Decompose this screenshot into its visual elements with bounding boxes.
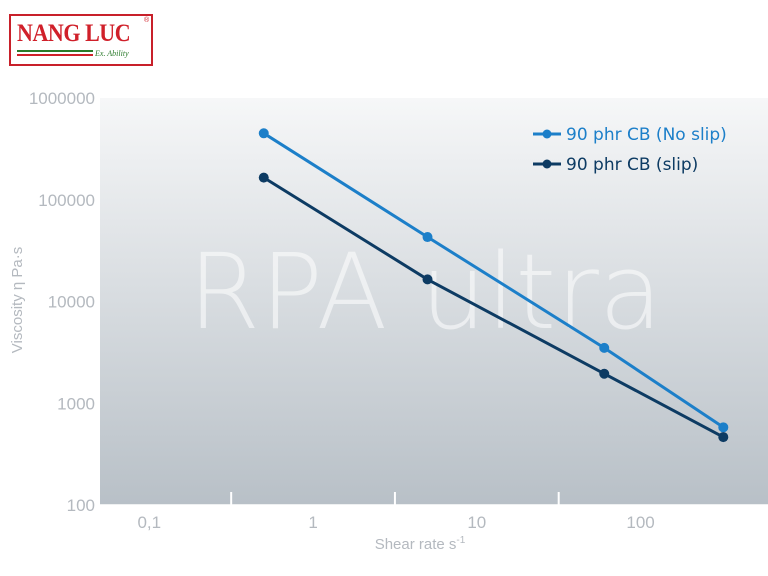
x-tick-label: 0,1 — [137, 513, 161, 532]
y-tick-label: 100000 — [38, 191, 95, 210]
logo-main-text: NANG LUC — [17, 20, 131, 47]
legend-label: 90 phr CB (No slip) — [566, 125, 727, 145]
series-layer — [258, 128, 729, 443]
x-axis-title-text: Shear rate s — [375, 536, 457, 553]
y-axis-title: Viscosity η Pa·s — [9, 247, 26, 353]
plot-background — [100, 98, 768, 505]
y-tick-label: 1000 — [57, 394, 95, 413]
data-point — [718, 432, 729, 443]
x-tick-label: 10 — [467, 513, 486, 532]
legend-swatch-marker — [542, 129, 552, 139]
x-tick-label: 100 — [626, 513, 654, 532]
y-tick-label: 10000 — [48, 293, 95, 312]
data-point — [258, 128, 269, 139]
rpa-ultra-watermark: RPA ultra — [188, 231, 663, 353]
data-point — [599, 368, 610, 379]
data-point — [599, 342, 610, 353]
data-point — [718, 422, 729, 433]
logo-tagline: Ex. Ability — [95, 49, 129, 58]
logo-green-line — [17, 50, 93, 52]
data-point — [258, 172, 269, 183]
chart-legend: 90 phr CB (No slip) 90 phr CB (slip) — [533, 125, 727, 175]
logo-registered-mark: ® — [144, 17, 150, 24]
data-point — [422, 232, 433, 243]
x-axis-title: Shear rate s-1 — [375, 535, 466, 553]
y-axis-ticks: 100 1000 10000 100000 1000000 — [29, 89, 95, 515]
series-line-no-slip — [262, 132, 725, 429]
legend-label: 90 phr CB (slip) — [566, 155, 698, 175]
x-axis-title-superscript: -1 — [456, 535, 465, 546]
y-tick-label: 100 — [67, 496, 95, 515]
data-point — [422, 274, 433, 285]
series-line-slip — [263, 176, 725, 439]
y-tick-label: 1000000 — [29, 89, 95, 108]
legend-swatch-marker — [542, 159, 552, 169]
x-tick-label: 1 — [308, 513, 317, 532]
x-axis-ticks: 0,1 1 10 100 — [137, 492, 655, 532]
company-logo: NANG LUC ® Ex. Ability — [9, 14, 153, 66]
logo-red-line — [17, 54, 93, 56]
